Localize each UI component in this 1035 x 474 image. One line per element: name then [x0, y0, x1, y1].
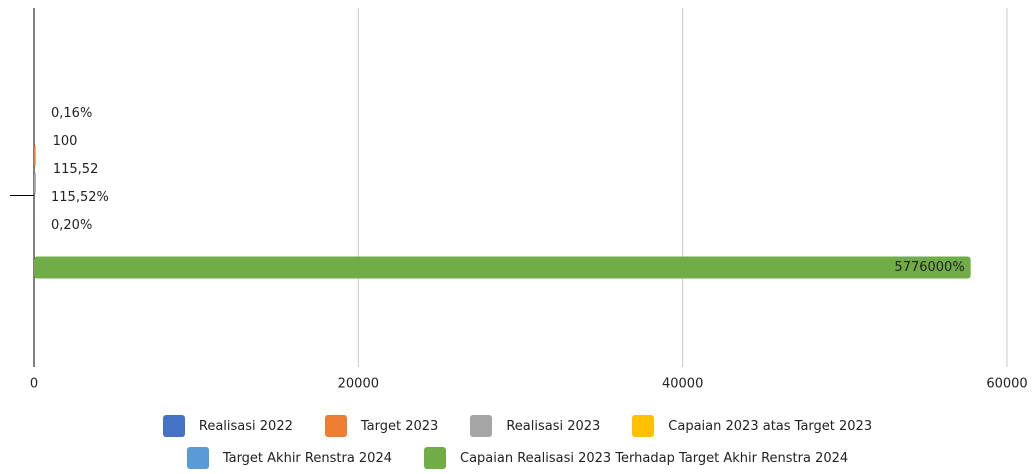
bar: [34, 173, 36, 195]
legend-label: Capaian 2023 atas Target 2023: [668, 419, 872, 434]
legend: Realisasi 2022 Target 2023 Realisasi 2023 C…: [0, 410, 1035, 474]
value-label: 115,52: [53, 162, 99, 177]
value-label: 0,16%: [51, 106, 92, 121]
legend-swatch: [470, 415, 492, 437]
legend-swatch: [187, 447, 209, 469]
legend-item: Target Akhir Renstra 2024: [187, 446, 392, 470]
value-label: 5776000%: [894, 260, 964, 275]
legend-swatch: [632, 415, 654, 437]
x-tick-label: 0: [30, 377, 38, 392]
x-tick-label: 20000: [338, 377, 379, 392]
legend-item: Capaian Realisasi 2023 Terhadap Target A…: [424, 446, 848, 470]
legend-item: Target 2023: [325, 414, 438, 438]
legend-item: Capaian 2023 atas Target 2023: [632, 414, 872, 438]
legend-swatch: [325, 415, 347, 437]
bar: [34, 257, 971, 279]
x-tick-label: 40000: [662, 377, 703, 392]
x-tick-label: 60000: [986, 377, 1027, 392]
legend-item: Realisasi 2022: [163, 414, 293, 438]
value-label: 100: [53, 134, 78, 149]
legend-item: Realisasi 2023: [470, 414, 600, 438]
legend-swatch: [163, 415, 185, 437]
legend-swatch: [424, 447, 446, 469]
chart: 0 20000 40000 60000 0,16% 100 115,52 115,52% 0,2…: [0, 0, 1035, 405]
bar: [34, 145, 36, 167]
value-label: 0,20%: [51, 218, 92, 233]
legend-label: Realisasi 2023: [506, 419, 600, 434]
legend-label: Capaian Realisasi 2023 Terhadap Target A…: [460, 451, 848, 466]
legend-label: Target Akhir Renstra 2024: [223, 451, 392, 466]
value-label: 115,52%: [51, 190, 109, 205]
legend-label: Target 2023: [361, 419, 438, 434]
legend-label: Realisasi 2022: [199, 419, 293, 434]
